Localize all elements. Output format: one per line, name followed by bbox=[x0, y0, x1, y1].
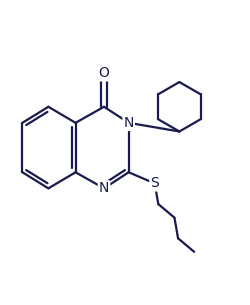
Text: O: O bbox=[98, 66, 110, 81]
Text: S: S bbox=[150, 176, 159, 190]
Text: N: N bbox=[124, 116, 134, 130]
Text: N: N bbox=[99, 181, 109, 195]
